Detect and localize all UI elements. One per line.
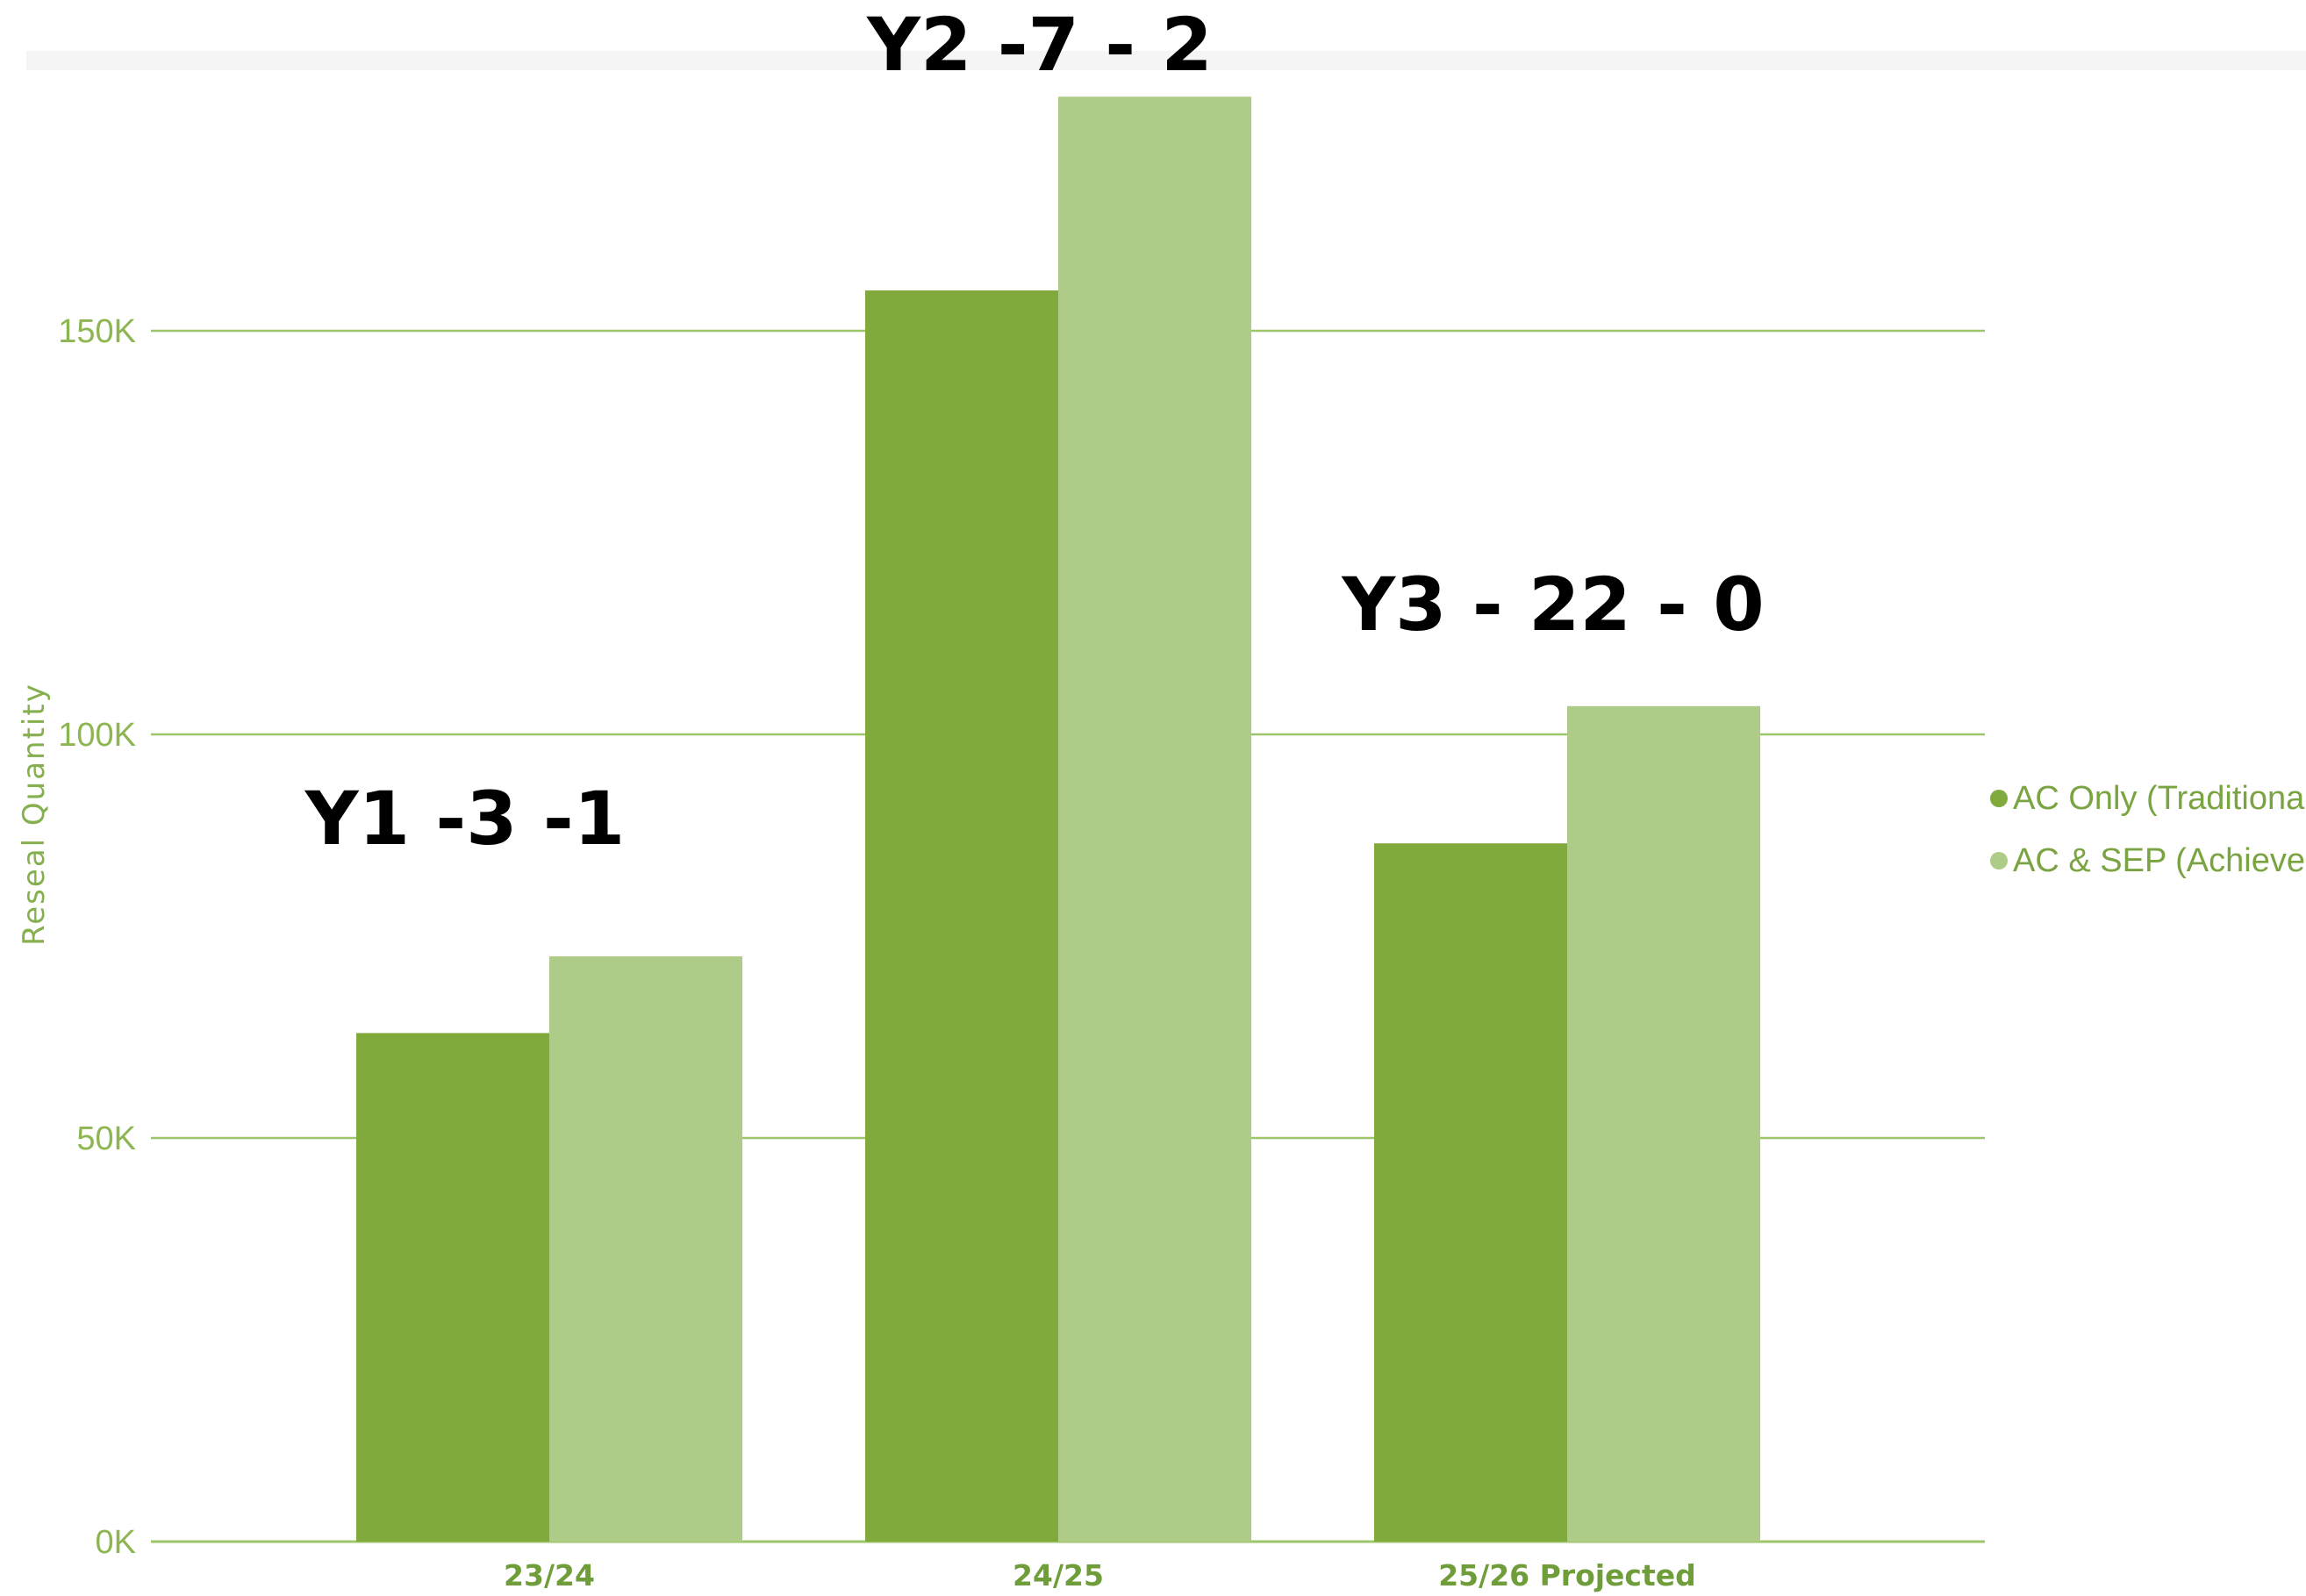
legend-label: AC Only (Traditional) (2013, 780, 2306, 817)
annotation-label: Y1 -3 -1 (304, 776, 625, 862)
legend-marker (1990, 790, 2008, 807)
annotation-label: Y3 - 22 - 0 (1341, 562, 1764, 648)
top-band (26, 51, 2306, 70)
bar-ac-only-0 (356, 1033, 549, 1542)
y-tick-label: 100K (58, 717, 136, 754)
annotation-label: Y2 -7 - 2 (866, 2, 1213, 88)
y-axis-label: Reseal Quantity (17, 683, 52, 946)
y-tick-label: 150K (58, 313, 136, 350)
bar-ac-sep-0 (549, 956, 742, 1542)
bar-ac-only-2 (1374, 843, 1567, 1542)
legend: AC Only (Traditional) AC & SEP (Achieved) (1990, 780, 2306, 879)
legend-marker (1990, 852, 2008, 870)
bar-ac-only-1 (865, 290, 1058, 1542)
y-axis-ticks: 0K 50K 100K 150K (58, 313, 136, 1561)
annotations: Y1 -3 -1 Y2 -7 - 2 Y3 - 22 - 0 (304, 2, 1765, 862)
bar-ac-sep-1 (1058, 97, 1251, 1542)
x-tick-label: 23/24 (504, 1558, 595, 1592)
x-tick-label: 25/26 Projected (1438, 1558, 1696, 1592)
y-tick-label: 50K (76, 1120, 136, 1157)
x-axis-ticks: 23/24 24/25 25/26 Projected (504, 1558, 1696, 1592)
legend-label: AC & SEP (Achieved) (2013, 842, 2306, 879)
x-tick-label: 24/25 (1013, 1558, 1104, 1592)
y-tick-label: 0K (96, 1524, 136, 1561)
bar-ac-sep-2 (1567, 705, 1760, 1542)
bars (356, 97, 1760, 1542)
